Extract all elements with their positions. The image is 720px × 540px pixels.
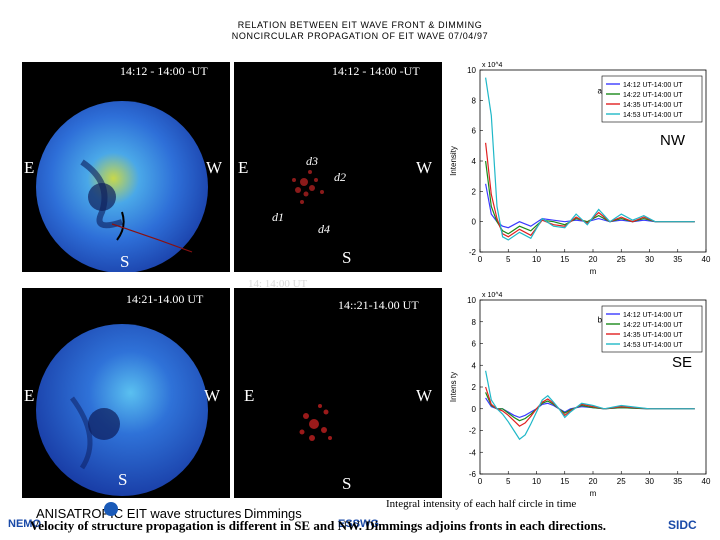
x-tick-label: 20 (589, 477, 598, 486)
dimming-image-bottom-right: 14::21-14.00 UT E W S (234, 288, 442, 498)
y-tick-label: 2 (472, 383, 477, 392)
summary-text: Velocity of structure propagation is dif… (30, 518, 607, 533)
legend-entry: 14:12 UT-14:00 UT (623, 82, 683, 89)
exponent-label: x 10^4 (482, 292, 503, 299)
dir-south-bottom-left: S (118, 470, 128, 489)
ghost-time-label: 14: 14:00 UT (248, 278, 308, 290)
x-tick-label: 25 (617, 477, 626, 486)
dir-west-top-right: W (416, 158, 433, 177)
legend-entry: 14:35 UT-14:00 UT (623, 102, 683, 109)
x-tick-label: 5 (506, 477, 511, 486)
label-d2: d2 (334, 170, 346, 184)
series-line-4 (485, 77, 695, 241)
x-tick-label: 30 (645, 477, 654, 486)
x-tick-label: 10 (532, 477, 541, 486)
y-tick-label: 6 (472, 127, 477, 136)
label-d4: d4 (318, 222, 330, 236)
dimming-map-bottom-right (299, 404, 332, 441)
x-tick-label: 5 (506, 255, 511, 264)
panel-letter: a) (598, 87, 605, 96)
chart-b: 0 5 10 15 20 25 30 35 40 -6 -4 -2 0 2 4 6 8 10 x 10^4 b) m In… (449, 292, 711, 498)
dir-south-top-right: S (342, 248, 352, 267)
y-tick-label: 10 (467, 296, 476, 305)
x-tick-label: 15 (560, 255, 569, 264)
y-tick-label: 4 (472, 157, 477, 166)
legend-entry: 14:22 UT-14:00 UT (623, 92, 683, 99)
solar-image-bottom-left: 14:21-14.00 UT E W S (22, 288, 230, 498)
y-tick-label: 4 (472, 361, 477, 370)
dir-west-top-left: W (206, 158, 223, 177)
x-tick-label: 35 (673, 255, 682, 264)
dir-east-top-left: E (24, 158, 35, 177)
x-tick-label: 0 (478, 477, 483, 486)
legend-entry: 14:53 UT-14:00 UT (623, 112, 683, 119)
x-tick-label: 0 (478, 255, 483, 264)
legend-entry: 14:53 UT-14:00 UT (623, 342, 683, 349)
legend-entry: 14:12 UT-14:00 UT (623, 312, 683, 319)
dir-south-bottom-right: S (342, 474, 352, 493)
solar-disk-bottom-left (36, 324, 208, 496)
nw-label: NW (660, 132, 685, 149)
y-tick-label: 2 (472, 187, 477, 196)
panel-letter: b) (598, 316, 605, 325)
y-tick-label: -4 (469, 448, 477, 457)
legend-entry: 14:22 UT-14:00 UT (623, 322, 683, 329)
structures-caption: ANISATROPIC EIT wave structures (36, 506, 242, 521)
dimmings-caption: Dimmings (244, 506, 302, 521)
dimming-image-top-right: 14:12 - 14:00 -UT E W S d3 d2 d1 d4 (234, 62, 442, 272)
y-tick-label: 10 (467, 66, 476, 75)
y-tick-label: -2 (469, 248, 477, 257)
x-axis-label: m (590, 489, 597, 498)
sidc-logo: SIDC (668, 518, 697, 532)
x-axis-label: m (590, 267, 597, 276)
y-tick-label: -2 (469, 427, 477, 436)
x-tick-label: 25 (617, 255, 626, 264)
panel-time-top-right: 14:12 - 14:00 -UT (332, 64, 420, 78)
dimming-map-top-right (292, 170, 324, 204)
dir-east-top-right: E (238, 158, 249, 177)
x-tick-label: 40 (702, 255, 711, 264)
x-tick-label: 40 (702, 477, 711, 486)
legend-entry: 14:35 UT-14:00 UT (623, 332, 683, 339)
page-title: RELATION BETWEEN EIT WAVE FRONT & DIMMIN… (237, 20, 483, 30)
y-tick-label: 8 (472, 96, 477, 105)
x-tick-label: 10 (532, 255, 541, 264)
dir-south-top-left: S (120, 252, 130, 271)
y-tick-label: -6 (469, 470, 477, 479)
x-tick-label: 30 (645, 255, 654, 264)
label-d3: d3 (306, 154, 318, 168)
se-label: SE (672, 354, 693, 371)
y-axis-label: Intensity (449, 146, 458, 176)
y-tick-label: 0 (472, 405, 477, 414)
x-tick-label: 15 (560, 477, 569, 486)
dir-west-bottom-right: W (416, 386, 433, 405)
y-tick-label: 8 (472, 318, 477, 327)
panel-time-bottom-right: 14::21-14.00 UT (338, 298, 419, 312)
x-tick-label: 20 (589, 255, 598, 264)
integral-caption: Integral intensity of each half circle i… (386, 498, 577, 510)
dir-east-bottom-left: E (24, 386, 35, 405)
solar-disk-top-left (36, 101, 208, 272)
page-subtitle: NONCIRCULAR PROPAGATION OF EIT WAVE 07/0… (231, 31, 489, 41)
dir-west-bottom-left: W (204, 386, 221, 405)
nemo-logo: NEMO (8, 518, 41, 530)
y-tick-label: 6 (472, 340, 477, 349)
y-axis-label: Intens ty (449, 372, 458, 402)
solar-image-top-left: 14:12 - 14:00 -UT E W S (22, 62, 230, 272)
y-tick-label: 0 (472, 218, 477, 227)
x-tick-label: 35 (673, 477, 682, 486)
esswg-logo: ESSWG (338, 518, 379, 530)
label-d1: d1 (272, 210, 284, 224)
series-line-4 (485, 370, 695, 441)
dir-east-bottom-right: E (244, 386, 255, 405)
globe-icon (104, 502, 118, 516)
panel-time-top-left: 14:12 - 14:00 -UT (120, 64, 208, 78)
exponent-label: x 10^4 (482, 62, 503, 69)
panel-time-bottom-left: 14:21-14.00 UT (126, 292, 204, 306)
